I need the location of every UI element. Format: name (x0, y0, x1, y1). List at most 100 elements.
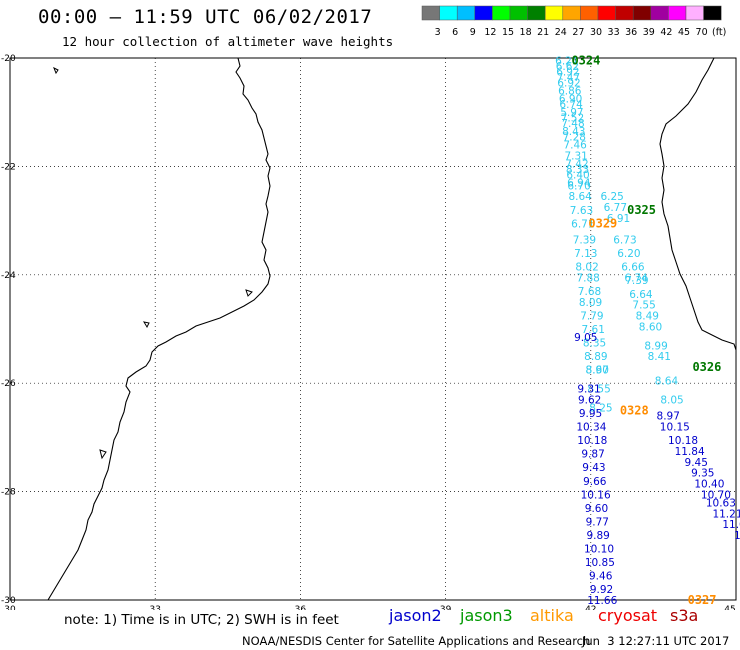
wave-height-label: 7.31 (564, 151, 587, 163)
scale-label: 9 (470, 27, 476, 38)
wave-height-label: 8.25 (589, 403, 612, 415)
wave-height-label: 8.09 (579, 297, 602, 309)
scale-label: 42 (660, 27, 672, 38)
wave-height-label: 8.35 (583, 338, 606, 350)
wave-height-label: 8.67 (586, 365, 609, 377)
scale-label: 21 (537, 27, 549, 38)
y-tick-label: -20 (1, 54, 16, 64)
wave-height-label: 10.18 (668, 435, 698, 447)
wave-height-label: 6.66 (621, 262, 645, 274)
wave-height-label: 6.20 (617, 248, 640, 260)
wave-height-label: 7.79 (580, 310, 603, 322)
notes-text: note: 1) Time is in UTC; 2) SWH is in fe… (64, 612, 339, 628)
wave-height-label: 6.64 (629, 289, 653, 301)
wave-height-label: 6.21 (555, 56, 578, 68)
wave-height-label: 7.47 (557, 72, 580, 84)
map-frame (9, 57, 737, 601)
wave-height-label: 10.10 (584, 544, 614, 556)
wave-height-label: 10.34 (576, 422, 606, 434)
scale-label: 30 (590, 27, 602, 38)
wave-height-label: 7.61 (582, 324, 605, 336)
wave-height-label: 6.92 (556, 67, 579, 79)
scale-label: 70 (696, 27, 708, 38)
wave-height-label: 9.43 (582, 462, 605, 474)
x-tick-label: 45 (724, 605, 735, 610)
madagascar-coastline (659, 57, 737, 351)
wave-height-label: 8.89 (584, 351, 607, 363)
pass-number-label: 0326 (692, 360, 721, 374)
wave-height-label: 6.86 (558, 86, 582, 98)
island-1 (53, 66, 59, 75)
wave-height-label: 8.55 (587, 384, 610, 396)
wave-height-label: 11 (734, 530, 740, 542)
wave-height-label: 8.49 (636, 310, 659, 322)
scale-label: 24 (555, 27, 567, 38)
y-tick-label: -22 (1, 162, 16, 172)
wave-height-label: 7.68 (578, 286, 601, 298)
scale-label: 6 (452, 27, 458, 38)
wave-height-label: 7.88 (576, 273, 599, 285)
island-2 (245, 289, 253, 297)
island-4 (142, 321, 150, 329)
scale-swatch (703, 5, 722, 21)
wave-height-label: 7.55 (632, 300, 655, 312)
scale-label: (ft) (712, 27, 726, 38)
wave-height-label: 9.77 (586, 516, 609, 528)
scale-label: 27 (572, 27, 584, 38)
wave-height-label: 8.02 (575, 262, 598, 274)
x-tick-label: 36 (295, 605, 307, 610)
page-subtitle: 12 hour collection of altimeter wave hei… (62, 34, 394, 49)
scale-label: 33 (608, 27, 620, 38)
gridlines (10, 58, 736, 600)
credit-text: NOAA/NESDIS Center for Satellite Applica… (242, 634, 591, 648)
wave-height-label: 9.60 (585, 503, 608, 515)
wave-height-label: 8.97 (657, 411, 680, 423)
wave-height-label: 7.63 (570, 205, 593, 217)
wave-height-label: 7.46 (563, 140, 587, 152)
wave-height-label: 8.33 (566, 164, 589, 176)
legend-item-cryosat: cryosat (598, 606, 658, 625)
wave-height-label: 11.84 (675, 446, 705, 458)
timestamp-text: Jun 3 12:27:11 UTC 2017 (582, 634, 730, 648)
wave-height-label: 6.94 (567, 178, 591, 190)
scale-label: 18 (520, 27, 532, 38)
wave-height-label: 6.25 (600, 191, 623, 203)
wave-height-label: 7.39 (573, 235, 596, 247)
wave-height-label: 9.87 (581, 449, 604, 461)
pass-number-label: 0327 (688, 593, 717, 607)
map-area: 30 33 36 39 42 45 -20 -22 -24 -26 -28 -30 6.21 6.62 6… (1, 54, 740, 615)
legend-item-jason3: jason3 (460, 606, 513, 625)
pass-labels: 0324 0325 0329 0326 0328 0327 (571, 54, 721, 607)
wave-height-label: 7.48 (561, 118, 584, 130)
wave-height-label: 6.62 (556, 61, 579, 73)
wave-height-label: 9.35 (691, 468, 714, 480)
wave-height-label: 10.40 (694, 478, 724, 490)
scale-label: 15 (502, 27, 514, 38)
wave-height-label: 9.46 (589, 571, 613, 583)
legend-item-altika: altika (530, 606, 574, 625)
wave-height-label: 9.45 (685, 457, 708, 469)
wave-height-label: 10.15 (660, 422, 690, 434)
wave-height-label: 9.62 (578, 394, 601, 406)
wave-height-label: 10.18 (577, 435, 607, 447)
scale-label: 39 (643, 27, 655, 38)
wave-height-label: 8.41 (648, 351, 671, 363)
wave-height-label: 6.74 (559, 99, 583, 111)
wave-height-label: 10.16 (581, 489, 611, 501)
wave-height-label: 6.73 (613, 235, 636, 247)
pass-number-label: 0325 (627, 203, 656, 217)
wave-height-label: 8.60 (639, 321, 662, 333)
color-scale-bar: 3 6 9 12 15 18 21 24 27 30 33 36 39 42 45 70 (ft) (421, 5, 726, 38)
wave-height-label: 7.39 (625, 275, 648, 287)
wave-height-label: 6.92 (557, 77, 580, 89)
wave-height-label: 9.05 (574, 332, 597, 344)
pass-number-label: 0329 (588, 216, 617, 230)
y-tick-label: -26 (1, 379, 16, 389)
wave-height-label: 6.70 (567, 180, 590, 192)
wave-height-label: 9.89 (586, 530, 609, 542)
wave-height-label: 6.40 (566, 170, 589, 182)
wave-height-label: 5.97 (560, 107, 583, 119)
wave-height-label: 9.95 (579, 408, 602, 420)
wave-height-label: 8.64 (568, 191, 592, 203)
wave-height-label: 7.13 (574, 248, 597, 260)
